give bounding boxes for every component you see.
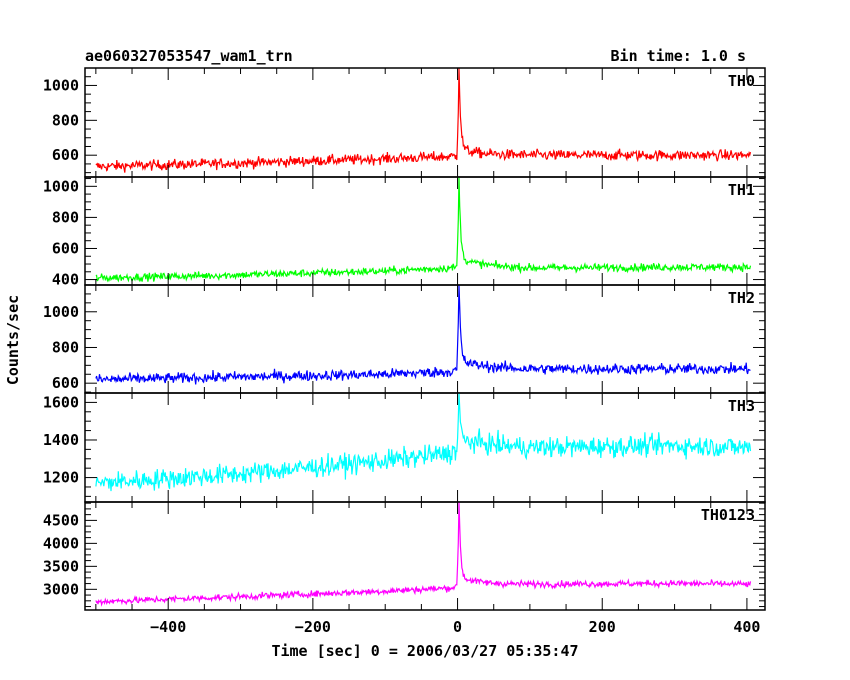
y-tick-label: 800 <box>52 338 79 356</box>
x-axis-label: Time [sec] 0 = 2006/03/27 05:35:47 <box>271 642 578 660</box>
y-tick-label: 3500 <box>43 557 79 575</box>
y-tick-label: 1000 <box>43 177 79 195</box>
y-tick-label: 4500 <box>43 511 79 529</box>
panel-frame-th0123 <box>84 501 766 611</box>
series-line-th1 <box>95 176 752 283</box>
y-tick-label: 800 <box>52 208 79 226</box>
figure-title-left: ae060327053547_wam1_trn <box>85 47 293 65</box>
y-tick-label: 1000 <box>43 76 79 94</box>
x-tick-label: 400 <box>733 618 760 636</box>
y-tick-label: 1000 <box>43 303 79 321</box>
panel-label-th3: TH3 <box>728 397 755 415</box>
y-tick-label: 600 <box>52 239 79 257</box>
y-tick-label: 800 <box>52 111 79 129</box>
y-tick-label: 600 <box>52 146 79 164</box>
series-line-th3 <box>95 392 752 492</box>
y-tick-label: 1400 <box>43 431 79 449</box>
panel-label-th0123: TH0123 <box>701 506 755 524</box>
series-line-th2 <box>95 284 751 385</box>
series-line-th0 <box>95 67 752 173</box>
y-tick-label: 400 <box>52 271 79 289</box>
x-tick-label: 0 <box>453 618 462 636</box>
y-tick-label: 600 <box>52 374 79 392</box>
y-tick-label: 1600 <box>43 393 79 411</box>
x-tick-label: −200 <box>295 618 331 636</box>
panel-label-th1: TH1 <box>728 181 755 199</box>
panel-frame-th0 <box>84 67 766 178</box>
panel-label-th2: TH2 <box>728 289 755 307</box>
series-line-th0123 <box>95 501 752 607</box>
y-tick-label: 1200 <box>43 469 79 487</box>
panel-label-th0: TH0 <box>728 72 755 90</box>
y-axis-label: Counts/sec <box>4 295 22 385</box>
figure-title-right: Bin time: 1.0 s <box>611 47 746 65</box>
panels-group: 600 800 1000 TH0 400 600 800 1000 TH1 600 800 1000 T… <box>43 67 766 636</box>
x-tick-label: −400 <box>150 618 186 636</box>
y-tick-label: 4000 <box>43 534 79 552</box>
y-tick-label: 3000 <box>43 580 79 598</box>
x-tick-label: 200 <box>589 618 616 636</box>
